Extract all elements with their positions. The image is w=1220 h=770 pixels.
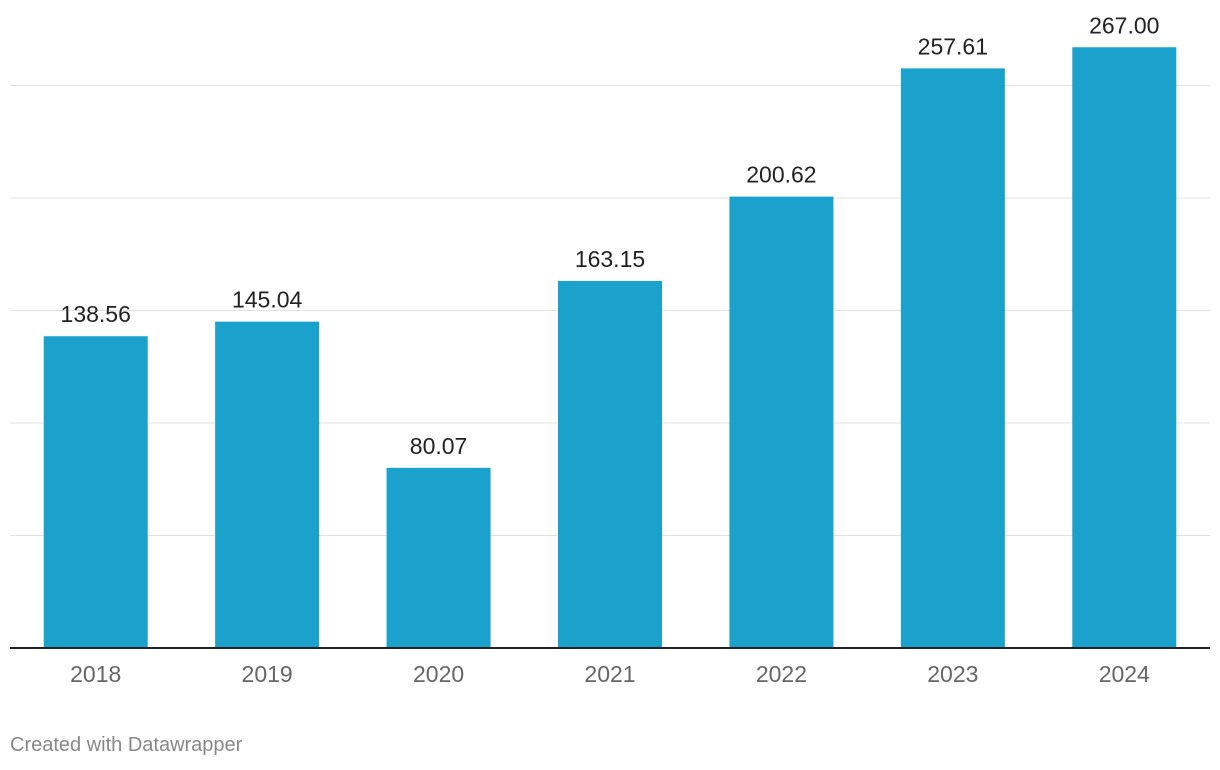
value-label-2023: 257.61 bbox=[918, 33, 988, 59]
bar-2019 bbox=[215, 321, 320, 648]
value-label-2020: 80.07 bbox=[410, 433, 468, 459]
bar-2021 bbox=[558, 280, 662, 648]
x-tick-label-2019: 2019 bbox=[242, 661, 293, 687]
bar-2024 bbox=[1072, 47, 1177, 648]
bar-2020 bbox=[386, 467, 491, 648]
value-label-2024: 267.00 bbox=[1089, 12, 1159, 38]
x-tick-label-2018: 2018 bbox=[70, 661, 121, 687]
x-tick-label-2021: 2021 bbox=[584, 661, 635, 687]
x-tick-label-2020: 2020 bbox=[413, 661, 464, 687]
value-label-2018: 138.56 bbox=[61, 301, 131, 327]
datawrapper-credit: Created with Datawrapper bbox=[10, 734, 243, 756]
bars bbox=[43, 47, 1177, 649]
bar-chart: 138.56 145.04 80.07 163.15 200.62 257.61 267.0… bbox=[10, 12, 1210, 687]
bar-2018 bbox=[43, 336, 148, 648]
x-tick-labels: 2018 2019 2020 2021 2022 2023 2024 bbox=[70, 661, 1150, 687]
value-label-2021: 163.15 bbox=[575, 246, 645, 272]
x-tick-label-2022: 2022 bbox=[756, 661, 807, 687]
bar-2022 bbox=[729, 196, 834, 649]
bar-2023 bbox=[900, 68, 1005, 648]
value-label-2019: 145.04 bbox=[232, 287, 303, 313]
value-label-2022: 200.62 bbox=[746, 162, 816, 188]
value-labels: 138.56 145.04 80.07 163.15 200.62 257.61 267.0… bbox=[61, 12, 1160, 459]
x-tick-label-2024: 2024 bbox=[1099, 661, 1150, 687]
x-tick-label-2023: 2023 bbox=[927, 661, 978, 687]
